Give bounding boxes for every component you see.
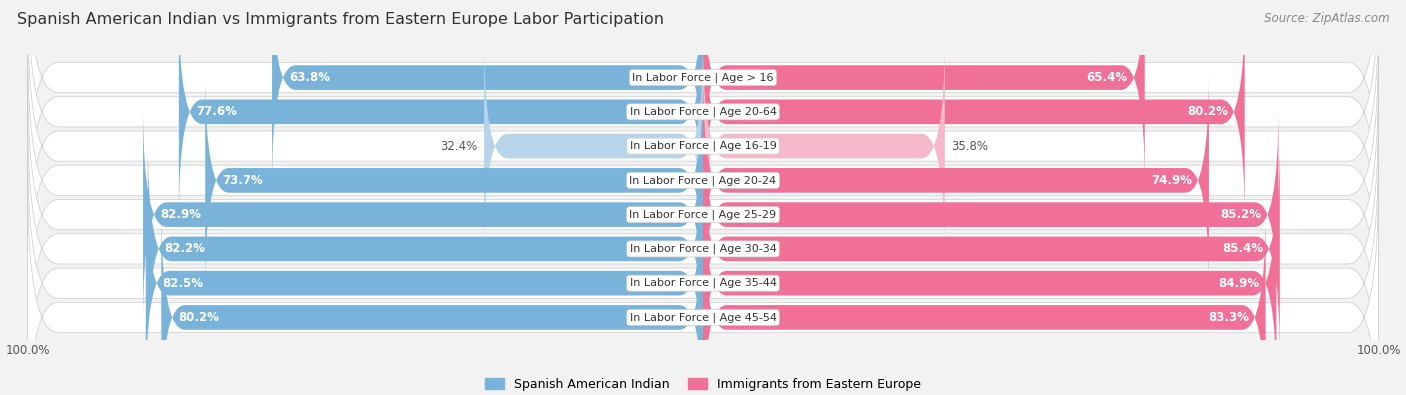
Text: In Labor Force | Age 30-34: In Labor Force | Age 30-34 (630, 244, 776, 254)
Text: 82.2%: 82.2% (165, 243, 205, 256)
FancyBboxPatch shape (28, 75, 1378, 354)
Text: 73.7%: 73.7% (222, 174, 263, 187)
Text: In Labor Force | Age 45-54: In Labor Force | Age 45-54 (630, 312, 776, 323)
FancyBboxPatch shape (703, 175, 1277, 391)
FancyBboxPatch shape (205, 73, 703, 288)
Text: 65.4%: 65.4% (1087, 71, 1128, 84)
FancyBboxPatch shape (703, 73, 1209, 288)
Text: 35.8%: 35.8% (952, 139, 988, 152)
Text: 82.9%: 82.9% (160, 208, 201, 221)
Text: 84.9%: 84.9% (1219, 276, 1260, 290)
FancyBboxPatch shape (703, 107, 1278, 322)
FancyBboxPatch shape (28, 0, 1378, 217)
FancyBboxPatch shape (703, 141, 1279, 357)
Text: 80.2%: 80.2% (179, 311, 219, 324)
Text: In Labor Force | Age 16-19: In Labor Force | Age 16-19 (630, 141, 776, 151)
FancyBboxPatch shape (179, 4, 703, 220)
Text: 74.9%: 74.9% (1152, 174, 1192, 187)
Text: In Labor Force | Age 20-24: In Labor Force | Age 20-24 (630, 175, 776, 186)
Text: 32.4%: 32.4% (440, 139, 478, 152)
Legend: Spanish American Indian, Immigrants from Eastern Europe: Spanish American Indian, Immigrants from… (479, 373, 927, 395)
Text: In Labor Force | Age 25-29: In Labor Force | Age 25-29 (630, 209, 776, 220)
Text: 85.4%: 85.4% (1222, 243, 1263, 256)
FancyBboxPatch shape (703, 4, 1244, 220)
FancyBboxPatch shape (148, 141, 703, 357)
Text: Source: ZipAtlas.com: Source: ZipAtlas.com (1264, 12, 1389, 25)
Text: Spanish American Indian vs Immigrants from Eastern Europe Labor Participation: Spanish American Indian vs Immigrants fr… (17, 12, 664, 27)
Text: 82.5%: 82.5% (163, 276, 204, 290)
Text: In Labor Force | Age 20-64: In Labor Force | Age 20-64 (630, 107, 776, 117)
FancyBboxPatch shape (703, 0, 1144, 185)
FancyBboxPatch shape (703, 38, 945, 254)
Text: 80.2%: 80.2% (1187, 105, 1227, 118)
Text: 83.3%: 83.3% (1208, 311, 1249, 324)
FancyBboxPatch shape (143, 107, 703, 322)
FancyBboxPatch shape (162, 210, 703, 395)
Text: 63.8%: 63.8% (290, 71, 330, 84)
FancyBboxPatch shape (484, 38, 703, 254)
FancyBboxPatch shape (28, 7, 1378, 285)
FancyBboxPatch shape (28, 144, 1378, 395)
Text: In Labor Force | Age > 16: In Labor Force | Age > 16 (633, 72, 773, 83)
FancyBboxPatch shape (28, 41, 1378, 320)
Text: In Labor Force | Age 35-44: In Labor Force | Age 35-44 (630, 278, 776, 288)
FancyBboxPatch shape (28, 110, 1378, 388)
Text: 85.2%: 85.2% (1220, 208, 1261, 221)
Text: 77.6%: 77.6% (195, 105, 236, 118)
FancyBboxPatch shape (703, 210, 1265, 395)
FancyBboxPatch shape (28, 178, 1378, 395)
FancyBboxPatch shape (28, 0, 1378, 251)
FancyBboxPatch shape (146, 175, 703, 391)
FancyBboxPatch shape (273, 0, 703, 185)
